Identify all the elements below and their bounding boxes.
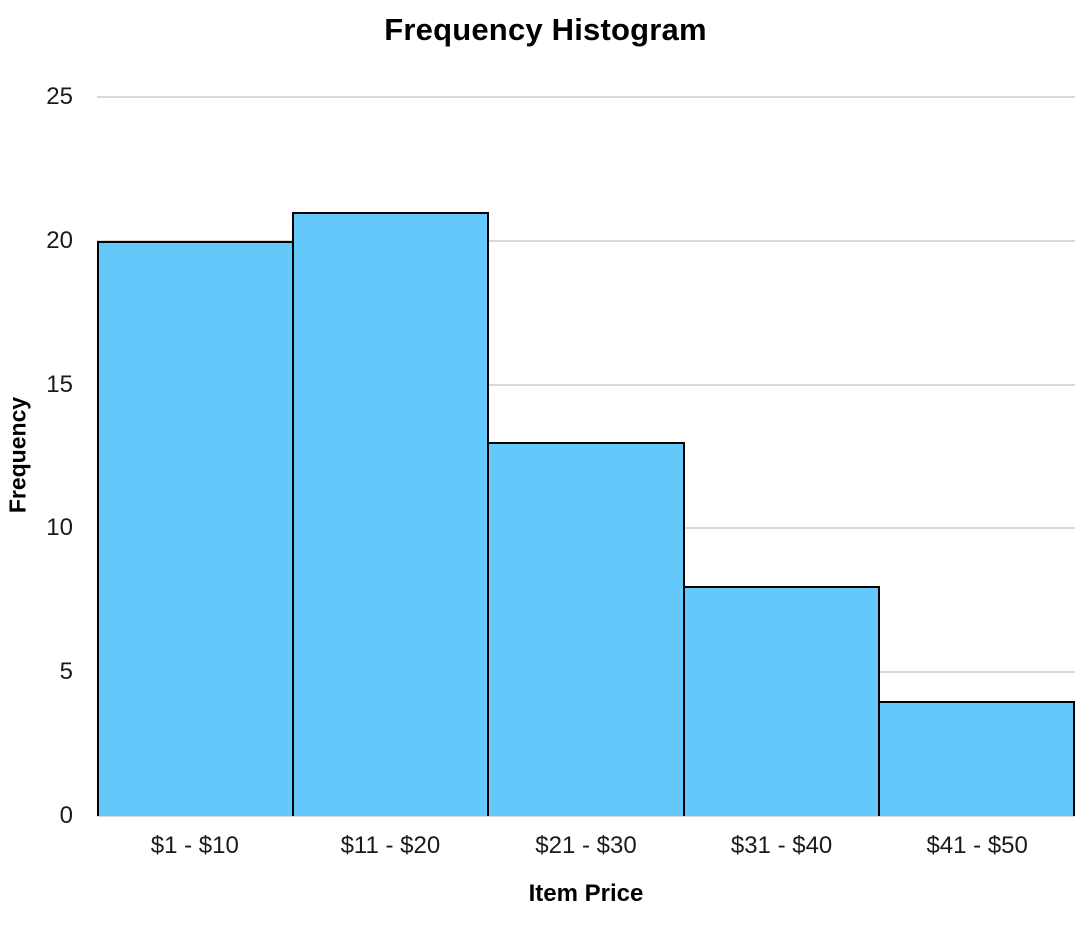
y-tick-label-25: 25	[46, 83, 73, 110]
gridline-0	[97, 815, 1075, 817]
bar-4	[877, 700, 1076, 816]
y-tick-label-0: 0	[59, 802, 73, 829]
x-tick-label-0: $1 - $10	[150, 832, 239, 859]
bar-2	[487, 442, 685, 816]
bars-container	[97, 97, 1076, 816]
bar-3	[682, 585, 880, 816]
gridline-25	[97, 96, 1075, 98]
x-axis-title: Item Price	[528, 880, 644, 907]
plot-area	[97, 96, 1076, 817]
chart-title: Frequency Histogram	[384, 12, 707, 47]
gridline-15	[97, 383, 1075, 386]
x-tick-label-3: $31 - $40	[730, 832, 833, 859]
y-tick-label-15: 15	[46, 370, 73, 398]
y-axis-tick-labels: 0 5 10 15 20 25	[0, 83, 73, 829]
y-tick-label-5: 5	[59, 658, 73, 686]
x-axis-tick-labels: $1 - $10 $11 - $20 $21 - $30 $31 - $40 $41 -…	[97, 832, 1075, 860]
x-tick-label-2: $21 - $30	[535, 832, 637, 859]
bar-1	[292, 212, 490, 816]
x-tick-label-1: $11 - $20	[340, 832, 441, 859]
y-tick-label-20: 20	[46, 226, 73, 254]
x-tick-label-4: $41 - $50	[926, 832, 1028, 859]
gridline-20	[97, 239, 1075, 242]
bar-0	[97, 240, 295, 816]
y-tick-label-10: 10	[46, 514, 73, 542]
